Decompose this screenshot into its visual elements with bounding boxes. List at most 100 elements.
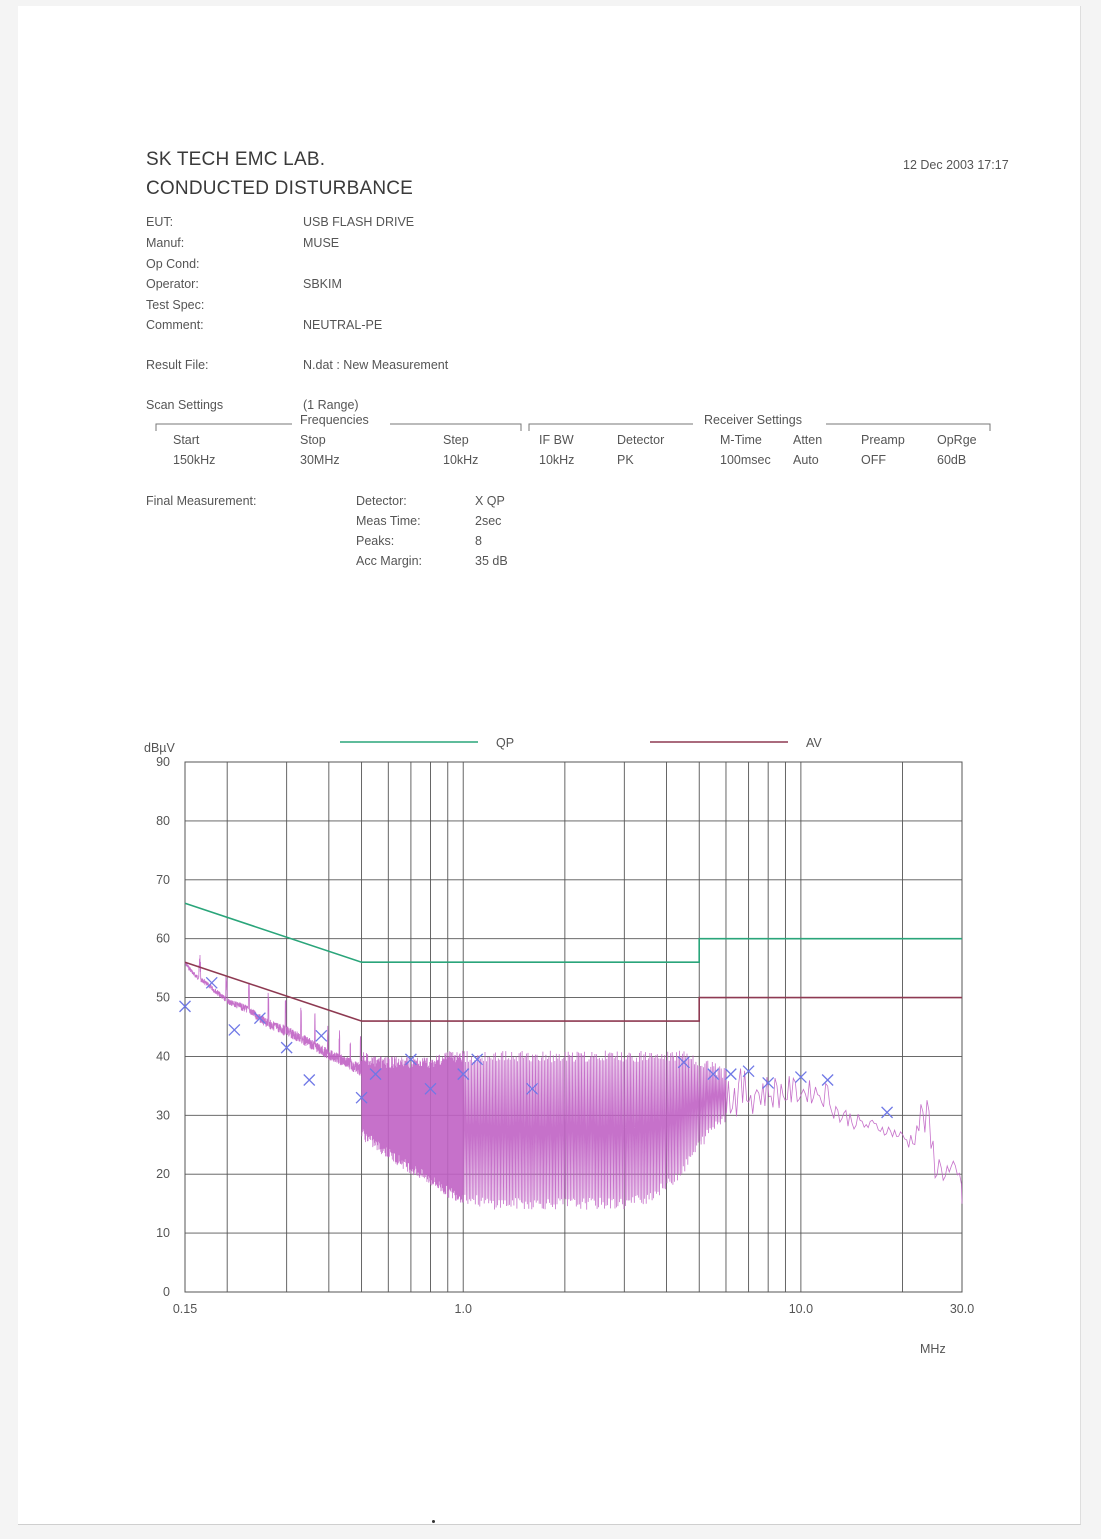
scan-header: Start: [173, 433, 200, 447]
y-tick-label: 70: [156, 873, 170, 887]
scan-settings-label: Scan Settings: [146, 398, 224, 412]
y-tick-label: 30: [156, 1108, 170, 1122]
scan-value: 100msec: [720, 453, 771, 467]
scan-value: 10kHz: [443, 453, 479, 467]
info-label: Comment:: [146, 318, 204, 332]
x-tick-label: 0.15: [173, 1302, 197, 1316]
trace-line: [184, 954, 963, 1210]
scan-value: OFF: [861, 453, 886, 467]
final-row-value: 35 dB: [475, 554, 508, 568]
y-tick-label: 80: [156, 814, 170, 828]
receiver-settings-title: Receiver Settings: [704, 413, 802, 427]
lab-name: SK TECH EMC LAB.: [146, 149, 326, 170]
info-value: MUSE: [303, 236, 340, 250]
qp-marker-stroke: [205, 976, 218, 989]
qp-marker: [424, 1082, 437, 1095]
limit-lines: [184, 902, 962, 1022]
qp-marker-stroke: [526, 1082, 539, 1095]
info-label: Manuf:: [146, 236, 185, 250]
qp-marker: [303, 1074, 316, 1086]
scan-value: Auto: [793, 453, 819, 467]
info-label: EUT:: [146, 215, 174, 229]
y-tick-label: 40: [156, 1049, 170, 1063]
page-speck: [432, 1520, 435, 1523]
qp-marker: [457, 1068, 470, 1081]
x-tick-label: 1.0: [455, 1302, 472, 1316]
final-row-label: Meas Time:: [356, 514, 421, 528]
qp-marker: [315, 1029, 328, 1042]
qp-marker-stroke: [404, 1053, 417, 1066]
av-limit-line: [184, 961, 962, 1022]
qp-marker: [762, 1076, 775, 1089]
scan-value: 150kHz: [173, 453, 216, 467]
qp-marker: [471, 1053, 484, 1066]
x-tick-labels: 0.15 1.0 10.0 30.0: [173, 1302, 974, 1316]
scan-header: Detector: [617, 433, 665, 447]
info-value: SBKIM: [303, 277, 342, 291]
qp-marker: [526, 1082, 539, 1095]
qp-marker-stroke: [742, 1065, 755, 1078]
qp-marker-stroke: [228, 1023, 241, 1036]
info-label: Op Cond:: [146, 257, 200, 271]
scan-header: Preamp: [861, 433, 905, 447]
scan-value: 30MHz: [300, 453, 340, 467]
qp-marker: [253, 1012, 266, 1025]
qp-marker: [821, 1074, 834, 1086]
final-row-label: Detector:: [356, 494, 407, 508]
x-tick-label: 10.0: [789, 1302, 813, 1316]
qp-marker: [794, 1071, 807, 1084]
scan-header: OpRge: [937, 433, 977, 447]
qp-final-markers: [179, 976, 894, 1119]
qp-marker-stroke: [424, 1082, 437, 1095]
final-row-value: 8: [475, 534, 482, 548]
y-tick-labels: 0 10 20 30 40 50 60 70 80 90: [156, 755, 170, 1299]
result-file-label: Result File:: [146, 358, 209, 372]
qp-marker-stroke: [707, 1068, 720, 1081]
y-tick-label: 60: [156, 932, 170, 946]
final-row-label: Peaks:: [356, 534, 395, 548]
info-label: Test Spec:: [146, 298, 205, 312]
info-label: Operator:: [146, 277, 199, 291]
qp-marker-stroke: [179, 1000, 191, 1013]
qp-marker: [280, 1041, 293, 1054]
report-datetime: 12 Dec 2003 17:17: [903, 158, 1009, 172]
qp-limit-line: [184, 902, 962, 964]
qp-marker-stroke: [280, 1041, 293, 1054]
info-value: NEUTRAL-PE: [303, 318, 383, 332]
qp-marker-stroke: [677, 1056, 690, 1069]
final-row-value: 2sec: [475, 514, 502, 528]
qp-marker: [228, 1023, 241, 1036]
info-value: USB FLASH DRIVE: [303, 215, 415, 229]
legend: QP AV: [340, 736, 822, 750]
result-file-value: N.dat : New Measurement: [303, 358, 449, 372]
scan-brackets: [155, 423, 991, 431]
qp-marker-stroke: [881, 1106, 894, 1119]
scan-range: (1 Range): [303, 398, 359, 412]
scan-value: PK: [617, 453, 634, 467]
qp-marker-stroke: [253, 1012, 266, 1025]
qp-marker: [205, 976, 218, 989]
y-tick-label: 20: [156, 1167, 170, 1181]
qp-marker-stroke: [821, 1074, 834, 1086]
qp-marker: [881, 1106, 894, 1119]
report-title: CONDUCTED DISTURBANCE: [146, 178, 414, 199]
scan-value: 60dB: [937, 453, 967, 467]
scan-header: Atten: [793, 433, 823, 447]
qp-marker: [707, 1068, 720, 1081]
qp-marker: [369, 1068, 382, 1081]
final-row-value: X QP: [475, 494, 505, 508]
final-measurement-label: Final Measurement:: [146, 494, 257, 508]
report-page: SK TECH EMC LAB. CONDUCTED DISTURBANCE 1…: [18, 6, 1081, 1525]
y-tick-label: 50: [156, 991, 170, 1005]
plot-frame: [184, 761, 963, 1293]
y-tick-label: 90: [156, 755, 170, 769]
qp-marker-stroke: [762, 1076, 775, 1089]
scan-header: M-Time: [720, 433, 762, 447]
scan-value: 10kHz: [539, 453, 575, 467]
qp-marker: [742, 1065, 755, 1078]
frequencies-title: Frequencies: [300, 413, 369, 427]
scan-header: IF BW: [539, 433, 574, 447]
qp-marker: [179, 1000, 191, 1013]
x-axis-label: MHz: [920, 1342, 946, 1356]
qp-marker: [724, 1068, 737, 1081]
